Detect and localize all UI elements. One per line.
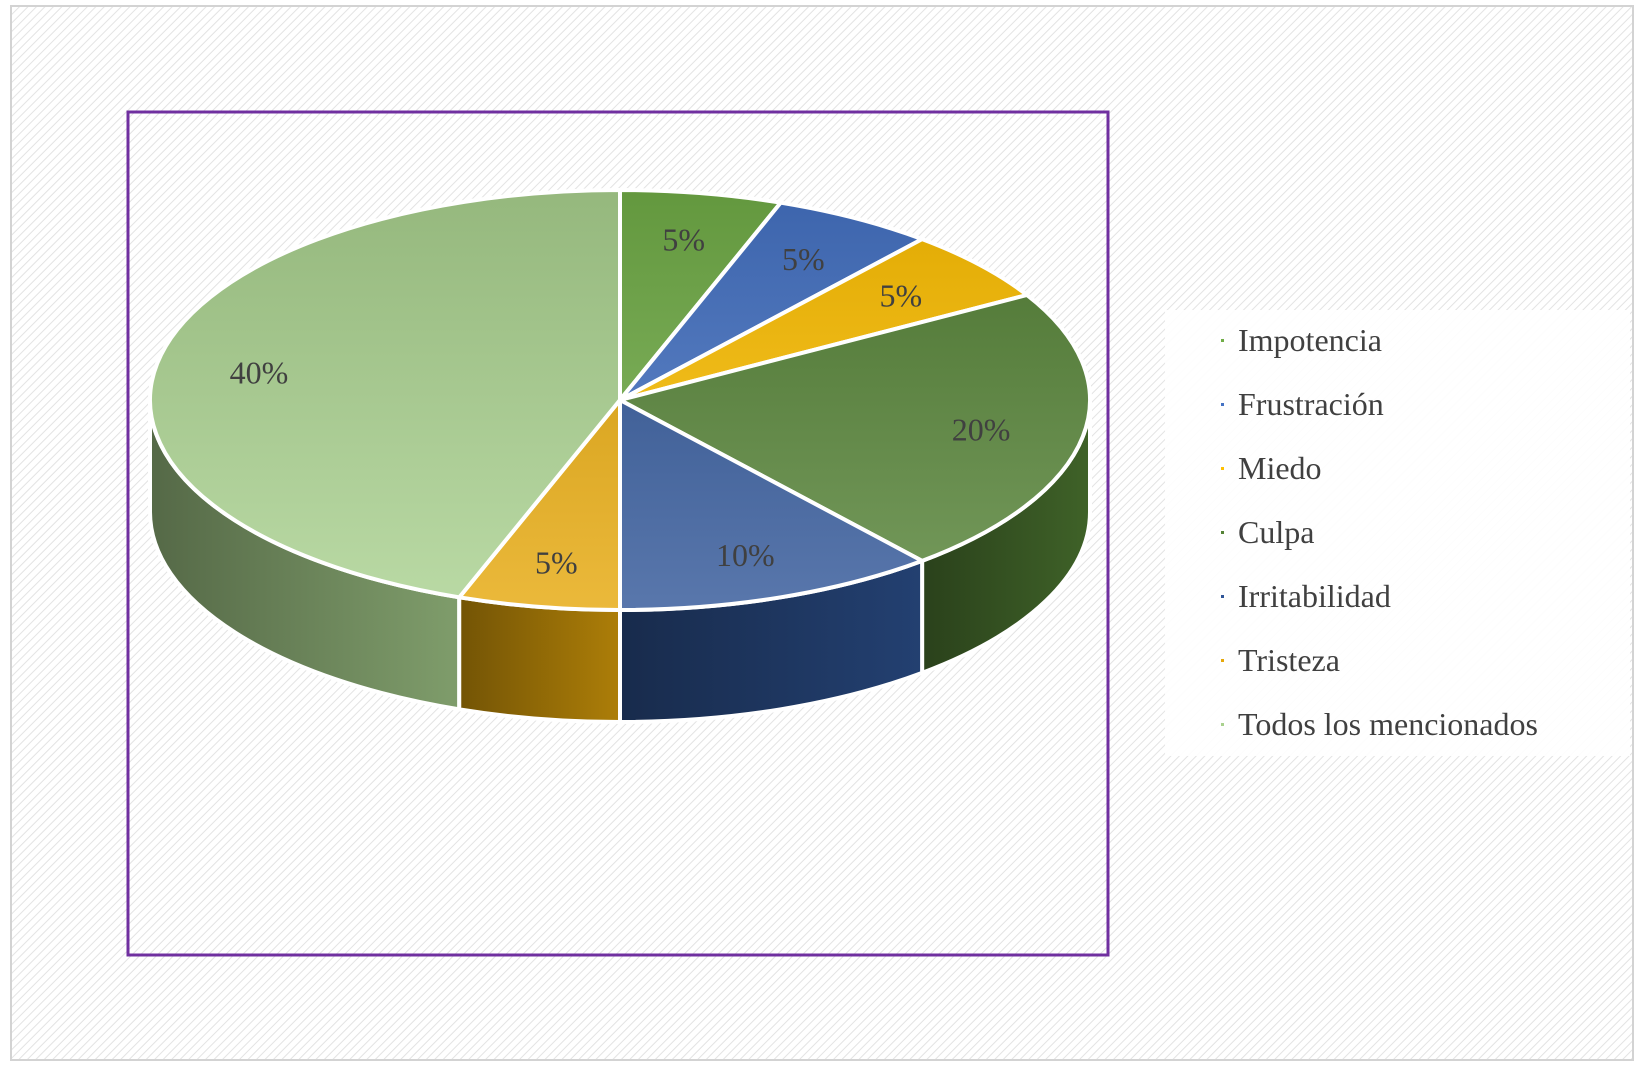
plot-area-frame — [126, 110, 1110, 957]
pie-slice-2 — [618, 237, 1030, 402]
legend-box — [1165, 310, 1630, 756]
legend-swatch-6 — [1221, 723, 1224, 726]
legend-label-1: Frustración — [1238, 386, 1384, 422]
legend: Impotencia Frustración Miedo Culpa Irritabil… — [1221, 322, 1538, 742]
legend-label-0: Impotencia — [1238, 322, 1382, 358]
data-label-layer: 5% 5% 5% 20% 10% 5% 40% — [230, 222, 1011, 581]
data-label-1: 5% — [782, 241, 825, 277]
data-label-6: 40% — [230, 355, 289, 391]
data-label-2: 5% — [880, 278, 923, 314]
pie-slice-1 — [618, 200, 925, 402]
legend-swatch-0 — [1221, 339, 1224, 342]
legend-swatch-5 — [1221, 659, 1224, 662]
pie-slice-side-5 — [457, 595, 622, 724]
data-label-0: 5% — [662, 222, 705, 258]
legend-label-3: Culpa — [1238, 514, 1314, 550]
legend-swatch-4 — [1221, 595, 1224, 598]
pie-slice-6 — [148, 188, 622, 600]
data-label-4: 10% — [716, 537, 775, 573]
legend-label-5: Tristeza — [1238, 642, 1340, 678]
pie-slice-4 — [618, 398, 925, 612]
legend-swatch-3 — [1221, 531, 1224, 534]
legend-label-4: Irritabilidad — [1238, 578, 1391, 614]
legend-swatch-2 — [1221, 467, 1224, 470]
data-label-5: 5% — [535, 544, 578, 580]
legend-label-2: Miedo — [1238, 450, 1322, 486]
legend-label-6: Todos los mencionados — [1238, 706, 1538, 742]
pie-slice-3 — [618, 293, 1092, 563]
legend-swatch-1 — [1221, 403, 1224, 406]
data-label-3: 20% — [952, 411, 1011, 447]
pie-layer — [148, 188, 1092, 724]
